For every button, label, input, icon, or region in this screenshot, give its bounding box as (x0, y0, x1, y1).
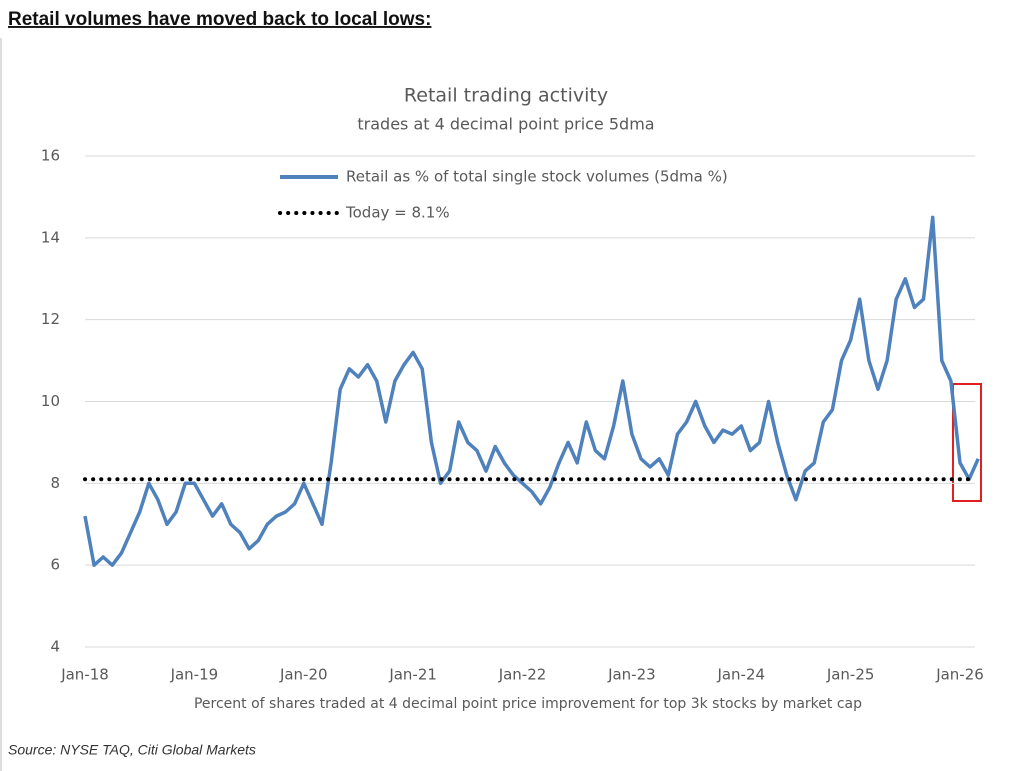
series-line (83, 215, 980, 567)
legend-label: Retail as % of total single stock volume… (346, 168, 728, 186)
source: Source: NYSE TAQ, Citi Global Markets (8, 742, 256, 758)
legend-label: Today = 8.1% (345, 204, 450, 222)
x-tick-label: Jan-26 (935, 666, 984, 684)
y-tick-label: 8 (50, 474, 60, 492)
y-tick-label: 6 (50, 556, 60, 574)
y-tick-label: 16 (41, 147, 60, 165)
x-axis-label: Percent of shares traded at 4 decimal po… (194, 696, 862, 712)
x-tick-label: Jan-20 (279, 666, 328, 684)
x-tick-label: Jan-21 (388, 666, 437, 684)
x-tick-label: Jan-22 (498, 666, 547, 684)
y-tick-label: 4 (50, 638, 60, 656)
x-tick-label: Jan-18 (60, 666, 109, 684)
x-tick-label: Jan-19 (170, 666, 219, 684)
header: Retail volumes have moved back to local … (8, 9, 431, 30)
highlight-box (952, 383, 982, 502)
y-tick-label: 12 (41, 310, 60, 328)
y-tick-label: 14 (41, 228, 60, 246)
chart-subtitle: trades at 4 decimal point price 5dma (357, 115, 654, 134)
y-tick-label: 10 (41, 392, 60, 410)
x-tick-label: Jan-23 (607, 666, 656, 684)
x-tick-label: Jan-25 (826, 666, 875, 684)
chart-title: Retail trading activity (404, 85, 608, 107)
x-tick-label: Jan-24 (716, 666, 765, 684)
